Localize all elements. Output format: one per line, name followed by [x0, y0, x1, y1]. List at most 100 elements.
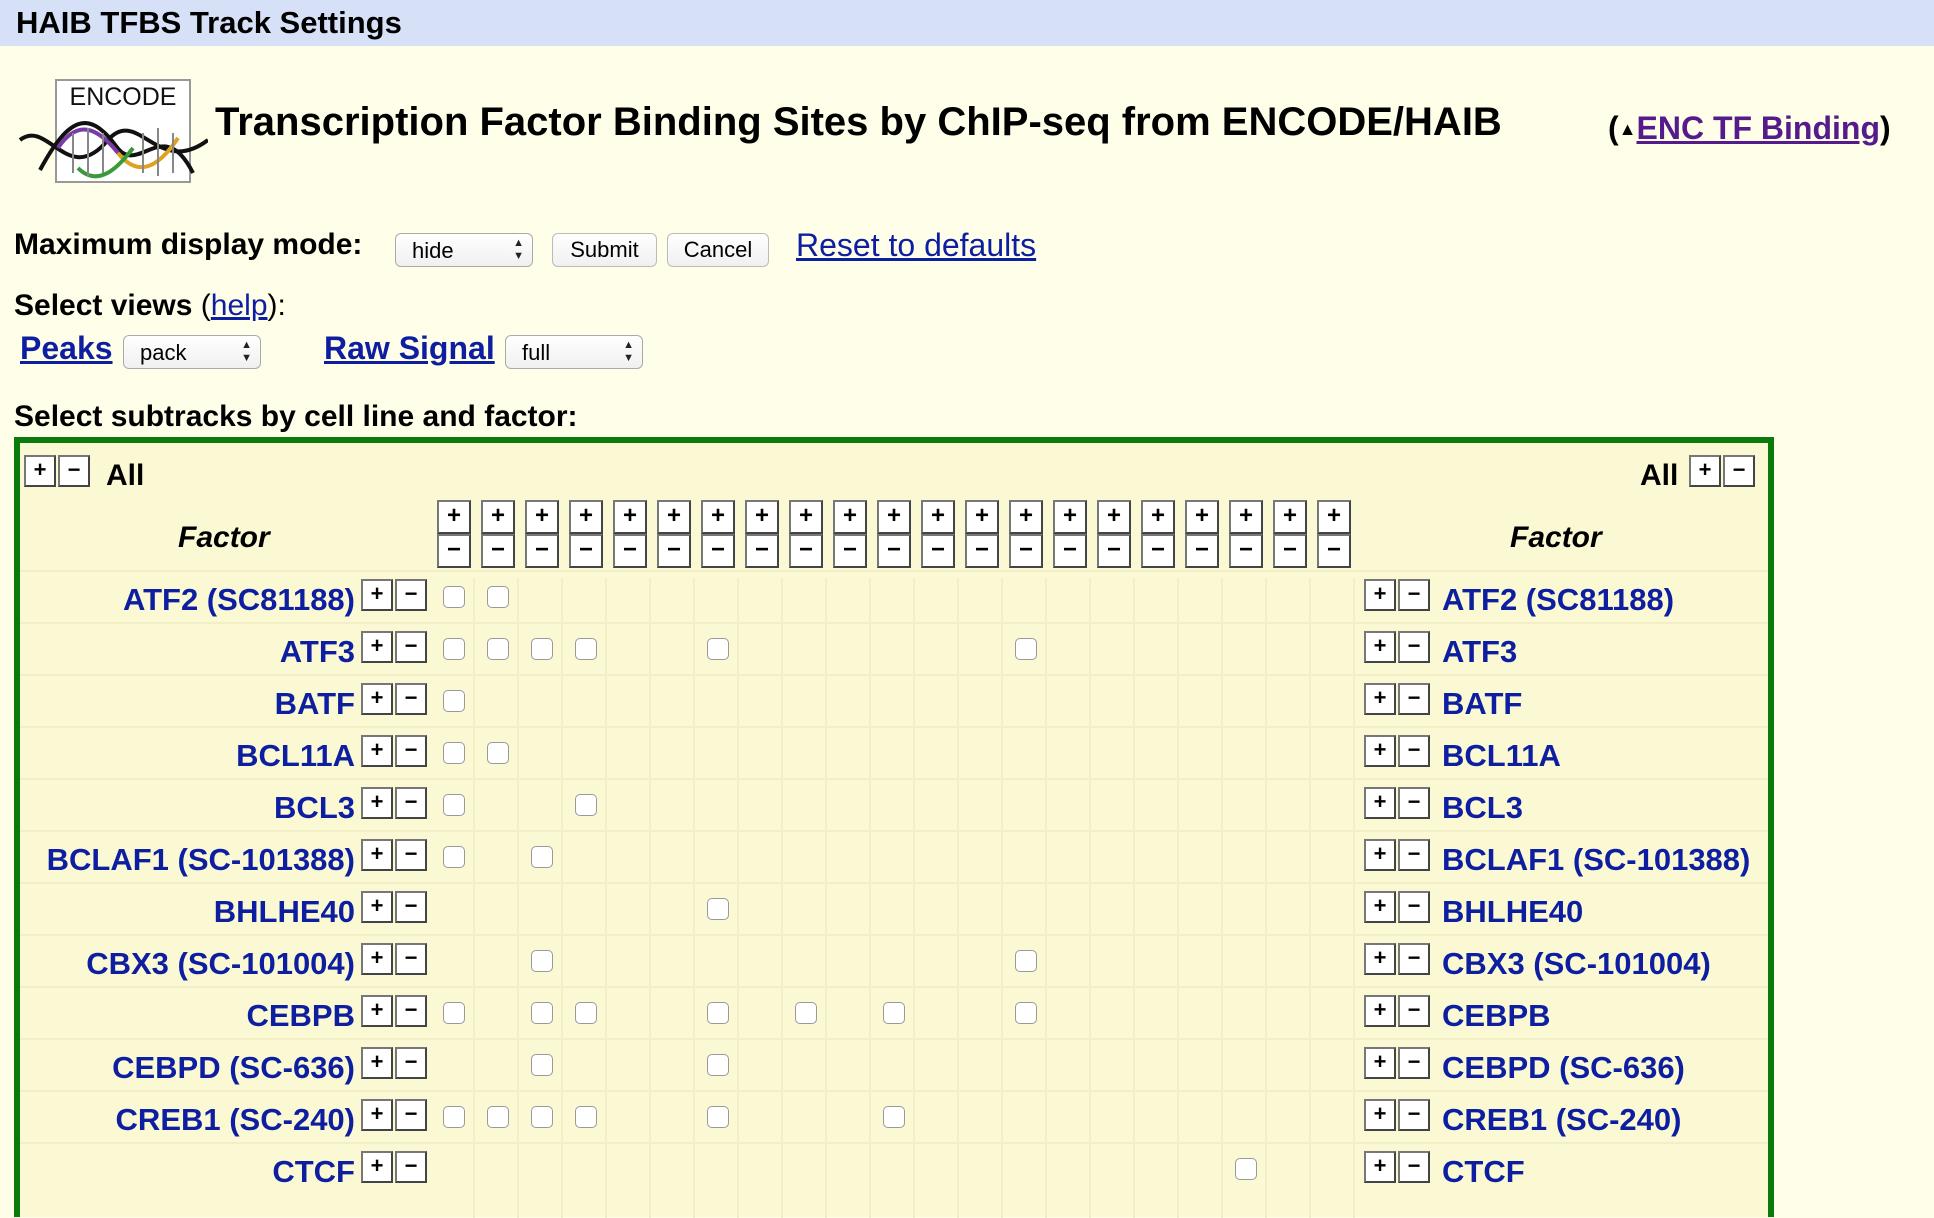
- subtrack-checkbox[interactable]: [443, 846, 465, 868]
- factor-link-right[interactable]: ATF2 (SC81188): [1442, 582, 1675, 617]
- row-select-minus-button[interactable]: −: [395, 943, 427, 975]
- column-select-minus-button[interactable]: −: [1053, 534, 1087, 568]
- factor-link-right[interactable]: CEBPB: [1442, 998, 1551, 1033]
- subtrack-checkbox[interactable]: [443, 1106, 465, 1128]
- row-select-plus-button[interactable]: +: [361, 995, 393, 1027]
- column-select-minus-button[interactable]: −: [1097, 534, 1131, 568]
- column-select-plus-button[interactable]: +: [1141, 500, 1175, 534]
- row-select-plus-button[interactable]: +: [1364, 683, 1396, 715]
- subtrack-checkbox[interactable]: [443, 1002, 465, 1024]
- subtrack-checkbox[interactable]: [707, 1002, 729, 1024]
- subtrack-checkbox[interactable]: [707, 638, 729, 660]
- column-select-minus-button[interactable]: −: [921, 534, 955, 568]
- column-select-minus-button[interactable]: −: [657, 534, 691, 568]
- peaks-view-link[interactable]: Peaks: [20, 330, 113, 366]
- factor-link-left[interactable]: ATF3: [279, 634, 355, 669]
- help-link[interactable]: help: [210, 289, 268, 322]
- factor-link-right[interactable]: CBX3 (SC-101004): [1442, 946, 1711, 981]
- select-all-plus-button[interactable]: +: [1689, 455, 1721, 487]
- subtrack-checkbox[interactable]: [575, 794, 597, 816]
- column-select-minus-button[interactable]: −: [1009, 534, 1043, 568]
- select-all-plus-button[interactable]: +: [24, 455, 56, 487]
- factor-link-right[interactable]: ATF3: [1442, 634, 1518, 669]
- select-all-minus-button[interactable]: −: [1723, 455, 1755, 487]
- subtrack-checkbox[interactable]: [575, 1106, 597, 1128]
- row-select-plus-button[interactable]: +: [361, 683, 393, 715]
- subtrack-checkbox[interactable]: [443, 794, 465, 816]
- subtrack-checkbox[interactable]: [531, 1106, 553, 1128]
- column-select-plus-button[interactable]: +: [525, 500, 559, 534]
- subtrack-checkbox[interactable]: [487, 1106, 509, 1128]
- subtrack-checkbox[interactable]: [883, 1002, 905, 1024]
- row-select-plus-button[interactable]: +: [361, 839, 393, 871]
- row-select-plus-button[interactable]: +: [1364, 631, 1396, 663]
- subtrack-checkbox[interactable]: [531, 1054, 553, 1076]
- factor-link-right[interactable]: CREB1 (SC-240): [1442, 1102, 1682, 1137]
- peaks-view-select[interactable]: pack ▲ ▼: [123, 335, 261, 369]
- column-select-plus-button[interactable]: +: [1317, 500, 1351, 534]
- column-select-minus-button[interactable]: −: [833, 534, 867, 568]
- subtrack-checkbox[interactable]: [1015, 1002, 1037, 1024]
- factor-link-right[interactable]: BHLHE40: [1442, 894, 1584, 929]
- raw-signal-view-select[interactable]: full ▲ ▼: [505, 335, 643, 369]
- column-select-plus-button[interactable]: +: [1273, 500, 1307, 534]
- column-select-minus-button[interactable]: −: [569, 534, 603, 568]
- row-select-minus-button[interactable]: −: [1398, 1047, 1430, 1079]
- subtrack-checkbox[interactable]: [575, 638, 597, 660]
- select-all-minus-button[interactable]: −: [58, 455, 90, 487]
- subtrack-checkbox[interactable]: [575, 1002, 597, 1024]
- subtrack-checkbox[interactable]: [531, 1002, 553, 1024]
- column-select-plus-button[interactable]: +: [921, 500, 955, 534]
- row-select-plus-button[interactable]: +: [361, 735, 393, 767]
- row-select-plus-button[interactable]: +: [361, 1151, 393, 1183]
- factor-link-left[interactable]: BCLAF1 (SC-101388): [46, 842, 355, 877]
- column-select-plus-button[interactable]: +: [1053, 500, 1087, 534]
- factor-link-left[interactable]: BATF: [274, 686, 355, 721]
- row-select-minus-button[interactable]: −: [1398, 1099, 1430, 1131]
- row-select-plus-button[interactable]: +: [1364, 1151, 1396, 1183]
- column-select-minus-button[interactable]: −: [701, 534, 735, 568]
- reset-defaults-link[interactable]: Reset to defaults: [796, 227, 1037, 263]
- row-select-plus-button[interactable]: +: [361, 1047, 393, 1079]
- factor-link-right[interactable]: BCLAF1 (SC-101388): [1442, 842, 1751, 877]
- row-select-plus-button[interactable]: +: [361, 631, 393, 663]
- row-select-minus-button[interactable]: −: [1398, 579, 1430, 611]
- subtrack-checkbox[interactable]: [707, 898, 729, 920]
- row-select-minus-button[interactable]: −: [395, 683, 427, 715]
- subtrack-checkbox[interactable]: [707, 1106, 729, 1128]
- submit-button[interactable]: Submit: [552, 233, 657, 267]
- factor-link-left[interactable]: CBX3 (SC-101004): [86, 946, 355, 981]
- column-select-plus-button[interactable]: +: [1009, 500, 1043, 534]
- row-select-plus-button[interactable]: +: [1364, 1099, 1396, 1131]
- row-select-minus-button[interactable]: −: [1398, 787, 1430, 819]
- row-select-plus-button[interactable]: +: [361, 579, 393, 611]
- row-select-minus-button[interactable]: −: [395, 735, 427, 767]
- row-select-minus-button[interactable]: −: [395, 995, 427, 1027]
- factor-link-right[interactable]: BCL3: [1442, 790, 1523, 825]
- row-select-plus-button[interactable]: +: [1364, 943, 1396, 975]
- row-select-plus-button[interactable]: +: [361, 891, 393, 923]
- column-select-minus-button[interactable]: −: [877, 534, 911, 568]
- column-select-plus-button[interactable]: +: [701, 500, 735, 534]
- row-select-minus-button[interactable]: −: [395, 1047, 427, 1079]
- column-select-minus-button[interactable]: −: [481, 534, 515, 568]
- row-select-plus-button[interactable]: +: [361, 787, 393, 819]
- row-select-minus-button[interactable]: −: [1398, 891, 1430, 923]
- row-select-minus-button[interactable]: −: [395, 891, 427, 923]
- factor-link-left[interactable]: BCL3: [274, 790, 355, 825]
- subtrack-checkbox[interactable]: [487, 586, 509, 608]
- column-select-plus-button[interactable]: +: [1097, 500, 1131, 534]
- factor-link-left[interactable]: CTCF: [272, 1154, 355, 1189]
- row-select-minus-button[interactable]: −: [1398, 839, 1430, 871]
- supertrack-link[interactable]: ENC TF Binding: [1636, 110, 1880, 146]
- column-select-minus-button[interactable]: −: [1229, 534, 1263, 568]
- display-mode-select[interactable]: hide ▲ ▼: [395, 233, 533, 267]
- subtrack-checkbox[interactable]: [487, 742, 509, 764]
- subtrack-checkbox[interactable]: [1015, 950, 1037, 972]
- row-select-minus-button[interactable]: −: [1398, 735, 1430, 767]
- row-select-minus-button[interactable]: −: [1398, 683, 1430, 715]
- row-select-plus-button[interactable]: +: [1364, 787, 1396, 819]
- row-select-minus-button[interactable]: −: [395, 787, 427, 819]
- factor-link-right[interactable]: BCL11A: [1442, 738, 1561, 773]
- subtrack-checkbox[interactable]: [443, 742, 465, 764]
